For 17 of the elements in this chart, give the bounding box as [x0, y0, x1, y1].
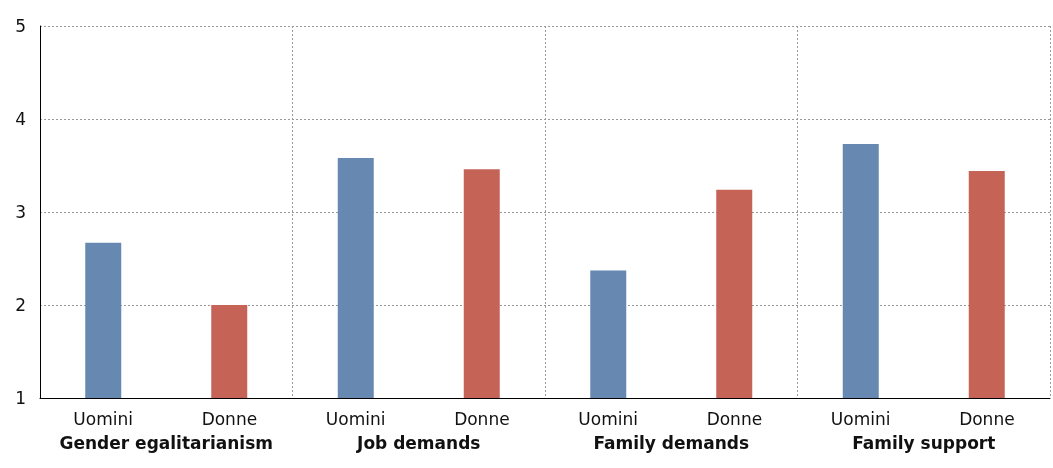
text: Uomini	[325, 408, 386, 429]
text: Uomini	[830, 408, 891, 429]
x-tick-label: Gender egalitarianism	[59, 432, 273, 453]
y-tick-label: 3	[15, 202, 26, 222]
x-tick-label: Job demands	[356, 432, 481, 453]
series-label: Donne	[201, 408, 258, 429]
y-tick-label: 1	[15, 388, 26, 408]
x-tick-label: Family support	[852, 432, 996, 453]
y-tick-label: 5	[15, 16, 26, 36]
x-tick-label: Family demands	[593, 432, 750, 453]
y-tick-label: 2	[15, 295, 26, 315]
y-tick-label: 4	[15, 109, 26, 129]
text: Uomini	[578, 408, 638, 429]
text: Donne	[706, 408, 763, 429]
series-label: Uomini	[73, 408, 133, 429]
text: Donne	[454, 408, 510, 429]
text: Donne	[959, 408, 1015, 429]
